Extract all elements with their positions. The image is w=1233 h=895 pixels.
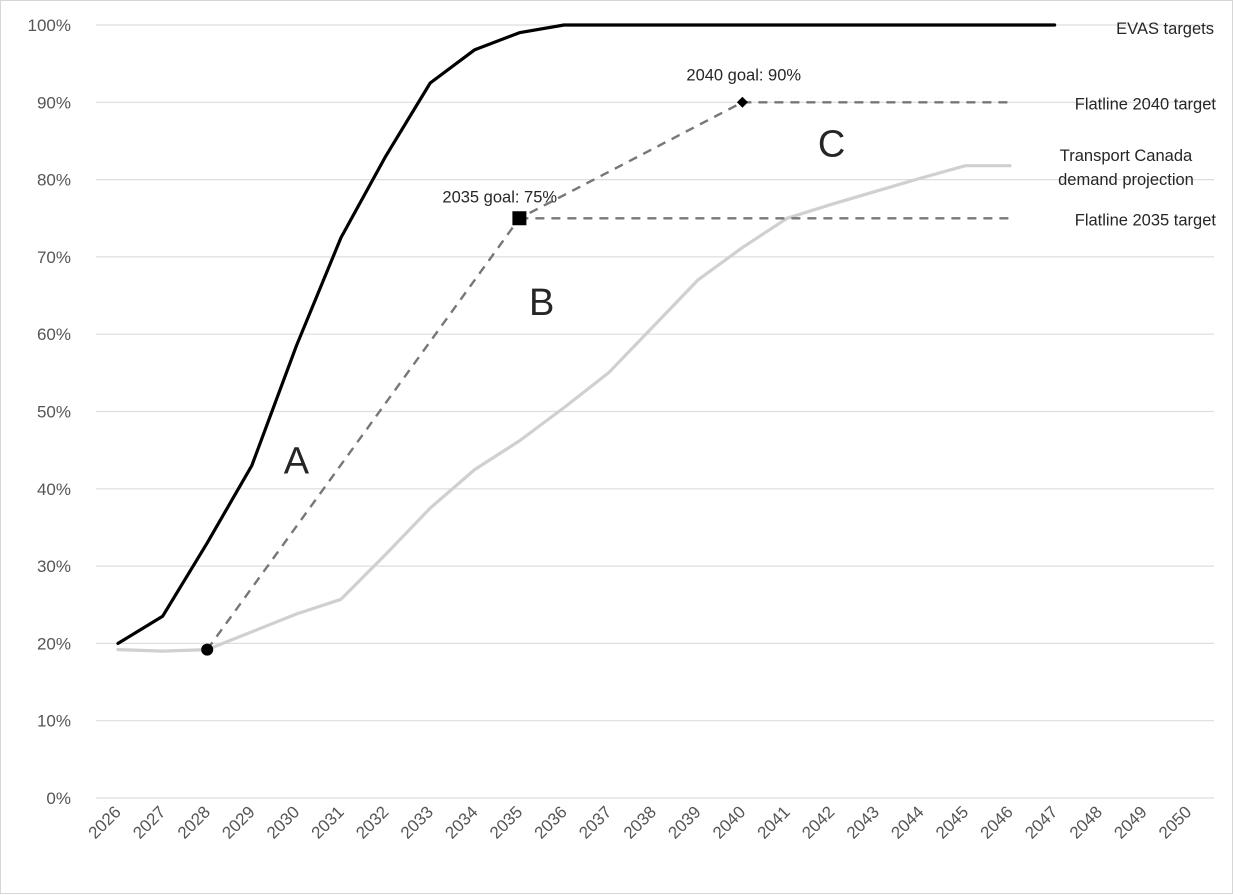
- y-tick-label-10: 10%: [37, 712, 71, 731]
- series-lines: [116, 23, 1057, 653]
- y-axis-tick-labels: 0% 10% 20% 30% 40% 50% 60% 70% 80% 90% 100%: [28, 16, 71, 808]
- x-tick-label-2039: 2039: [664, 802, 704, 842]
- marker-diamond-2040: [736, 96, 748, 108]
- x-tick-label-2043: 2043: [843, 802, 883, 842]
- x-tick-label-2048: 2048: [1066, 802, 1106, 842]
- series-line-evas-targets: [116, 23, 1057, 646]
- annotation-2035-goal-75: 2035 goal: 75%: [442, 188, 557, 206]
- x-tick-label-2032: 2032: [352, 802, 392, 842]
- region-label-a: A: [284, 440, 310, 482]
- x-tick-label-2046: 2046: [977, 802, 1017, 842]
- y-tick-label-90: 90%: [37, 93, 71, 112]
- annotation-2040-goal-90: 2040 goal: 90%: [686, 66, 801, 84]
- region-labels: A B C: [284, 123, 846, 482]
- marker-square-2035: [512, 211, 527, 226]
- x-tick-label-2035: 2035: [486, 802, 526, 842]
- region-label-b: B: [529, 282, 554, 324]
- x-tick-label-2042: 2042: [798, 802, 838, 842]
- x-tick-label-2031: 2031: [308, 802, 348, 842]
- marker-circle-2028: [201, 643, 214, 656]
- series-label-transport-canada-demand-projection-line-0: Transport Canada: [1060, 147, 1193, 165]
- series-line-transport-canada-demand-projection: [116, 164, 1012, 653]
- x-tick-label-2033: 2033: [397, 802, 437, 842]
- y-tick-label-100: 100%: [28, 16, 71, 35]
- region-label-c: C: [818, 123, 845, 165]
- x-tick-label-2050: 2050: [1155, 802, 1195, 842]
- x-tick-label-2028: 2028: [174, 802, 214, 842]
- series-label-flatline-2040-target: Flatline 2040 target: [1075, 95, 1217, 113]
- x-tick-label-2045: 2045: [932, 802, 972, 842]
- y-tick-label-50: 50%: [37, 403, 71, 422]
- x-tick-label-2040: 2040: [709, 802, 749, 842]
- x-tick-label-2027: 2027: [129, 802, 169, 842]
- y-tick-label-80: 80%: [37, 171, 71, 190]
- y-tick-label-40: 40%: [37, 480, 71, 499]
- series-label-transport-canada-demand-projection-line-1: demand projection: [1058, 171, 1194, 189]
- y-tick-label-30: 30%: [37, 557, 71, 576]
- x-tick-label-2047: 2047: [1021, 802, 1061, 842]
- x-tick-label-2049: 2049: [1110, 802, 1150, 842]
- x-tick-label-2030: 2030: [263, 802, 303, 842]
- x-axis-tick-labels: 2026 2027 2028 2029 2030 2031 2032 2033 2034 2035…: [85, 802, 1196, 842]
- annotations: 2035 goal: 75% 2040 goal: 90%: [442, 66, 801, 206]
- series-label-evas-targets: EVAS targets: [1116, 20, 1214, 38]
- series-line-goal-path-2: [206, 101, 743, 651]
- goal-markers: [201, 96, 748, 656]
- y-tick-label-0: 0%: [46, 789, 71, 808]
- y-tick-label-60: 60%: [37, 325, 71, 344]
- y-tick-label-20: 20%: [37, 634, 71, 653]
- x-tick-label-2037: 2037: [575, 802, 615, 842]
- series-labels: EVAS targets Transport Canada demand proje…: [1058, 20, 1216, 229]
- x-tick-label-2034: 2034: [441, 802, 481, 842]
- x-tick-label-2036: 2036: [531, 802, 571, 842]
- series-label-flatline-2035-target: Flatline 2035 target: [1075, 211, 1217, 229]
- x-tick-label-2044: 2044: [887, 802, 927, 842]
- x-tick-label-2026: 2026: [85, 802, 125, 842]
- x-tick-label-2038: 2038: [620, 802, 660, 842]
- gridlines: [96, 24, 1214, 799]
- x-tick-label-2041: 2041: [754, 802, 794, 842]
- y-tick-label-70: 70%: [37, 248, 71, 267]
- x-tick-label-2029: 2029: [218, 802, 258, 842]
